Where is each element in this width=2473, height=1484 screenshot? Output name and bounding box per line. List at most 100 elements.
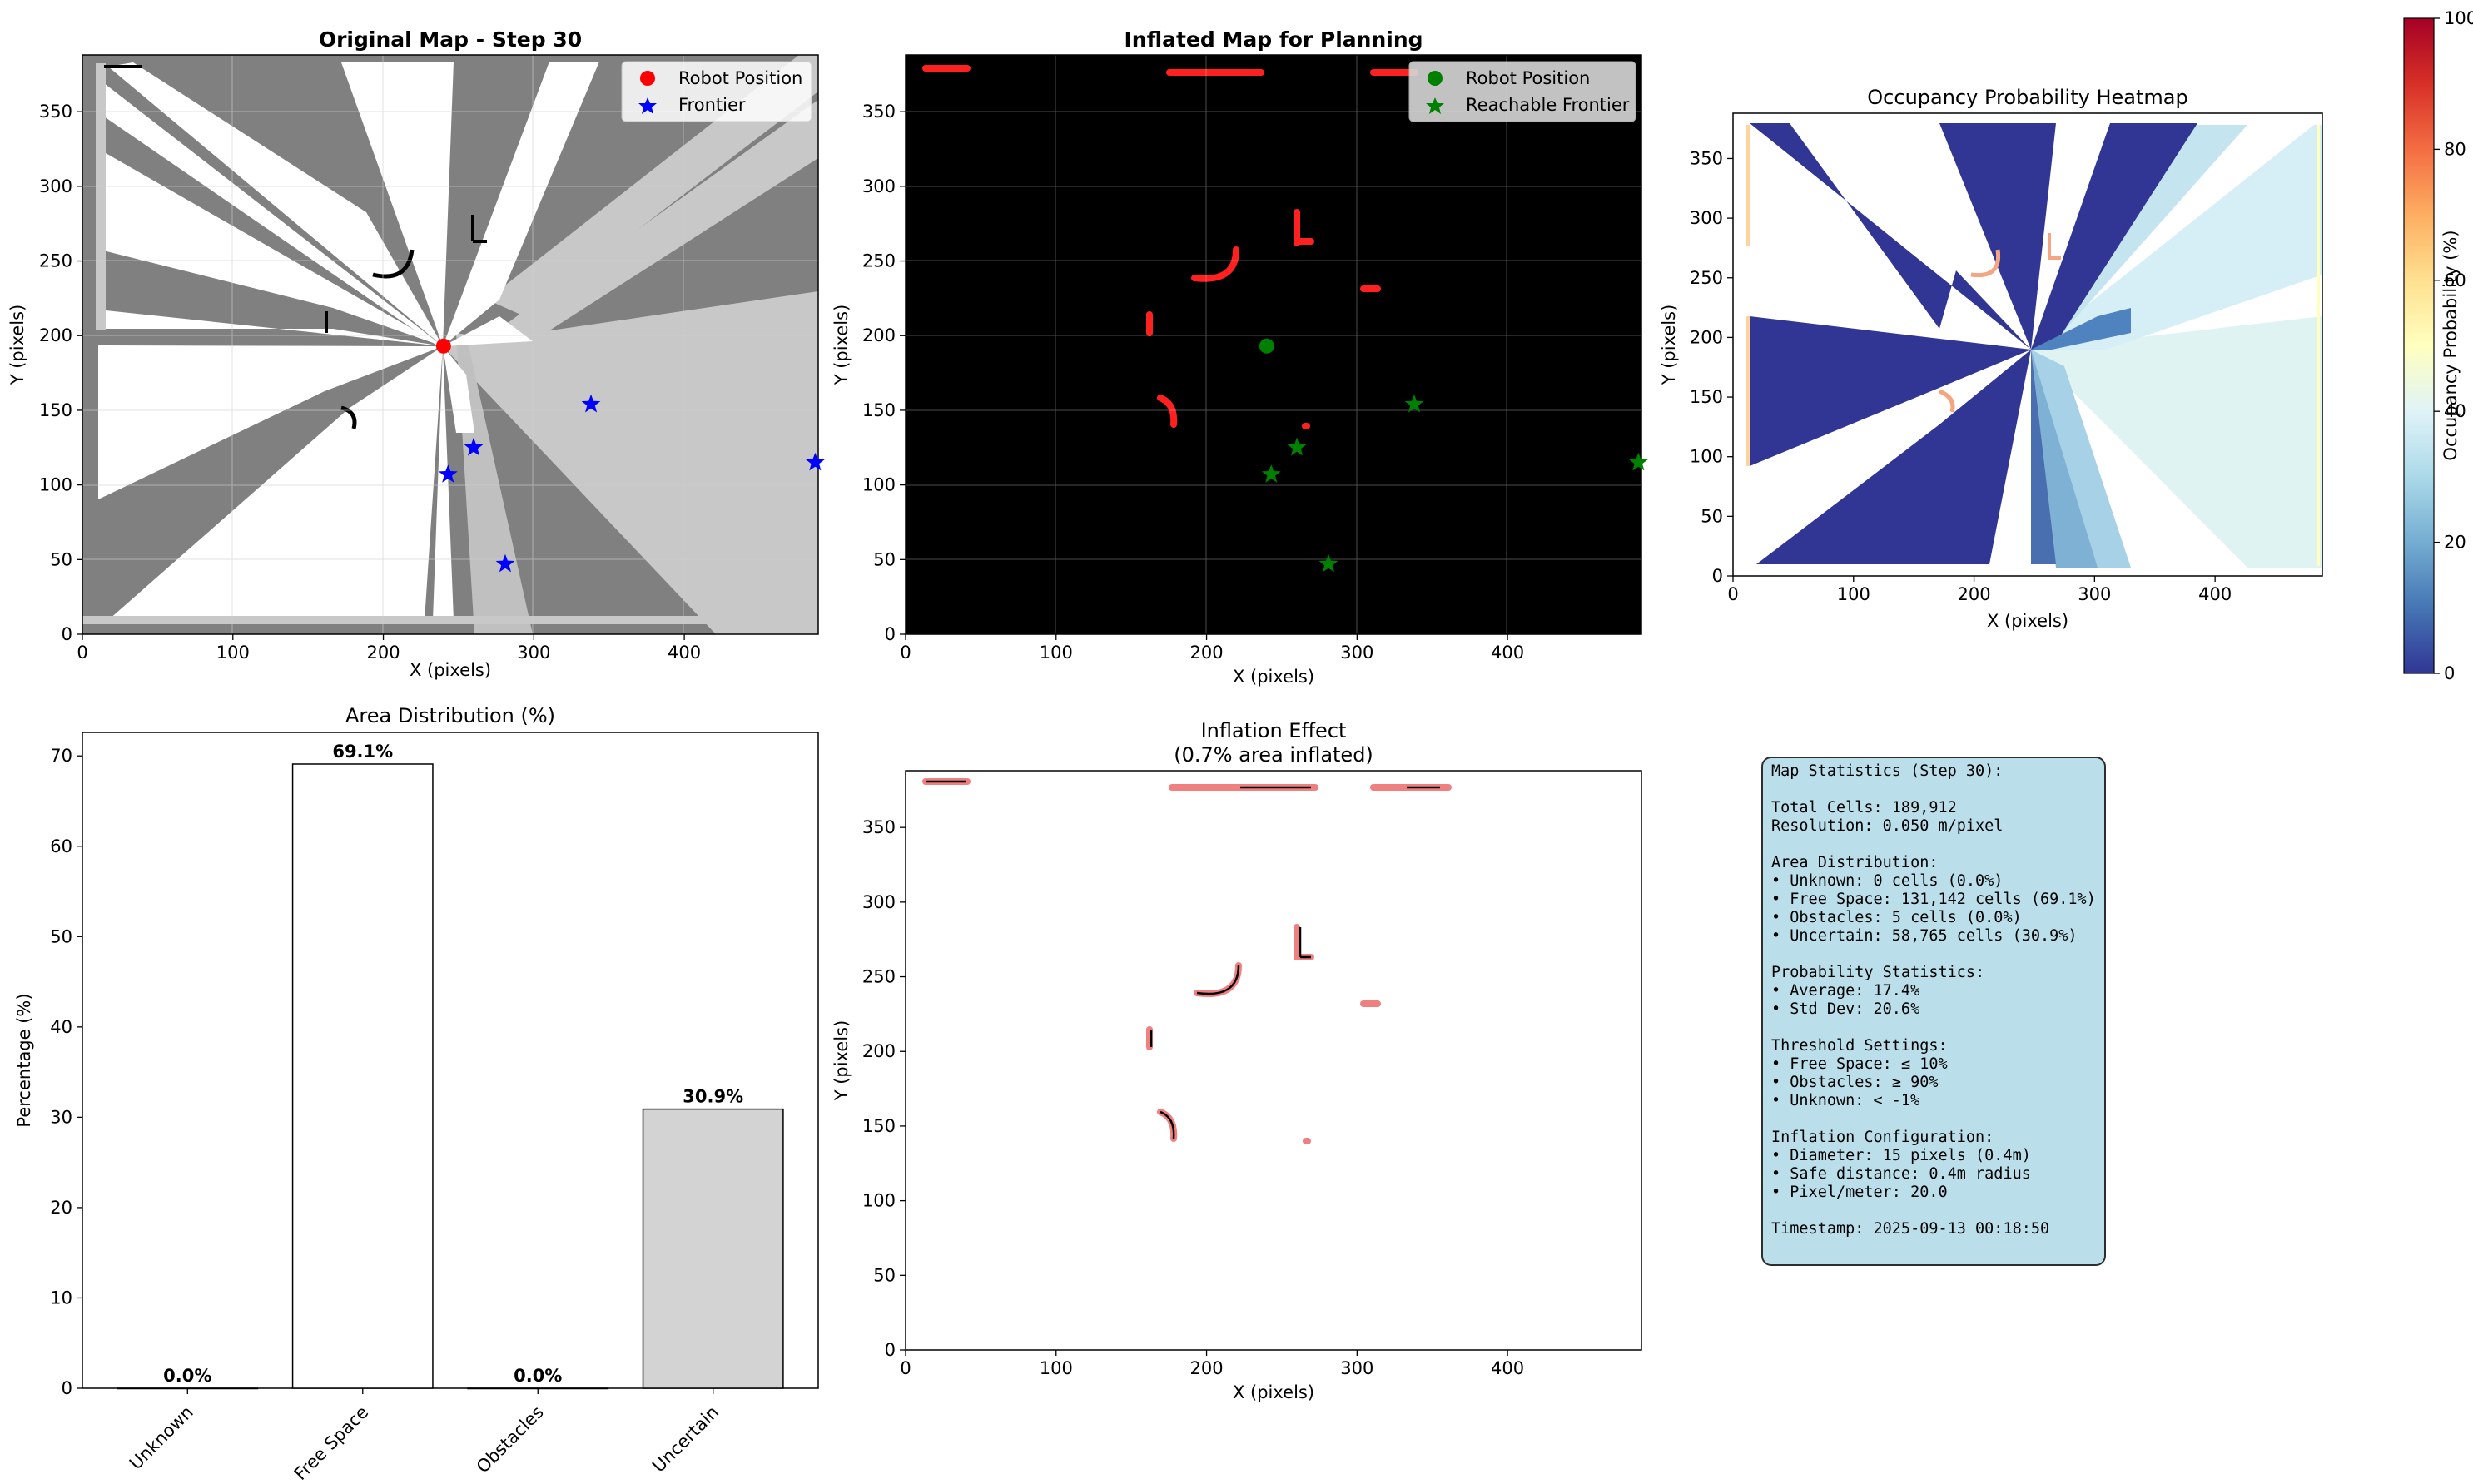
robot-position-point bbox=[435, 338, 451, 354]
inflation-effect-xlabel: X (pixels) bbox=[1233, 1382, 1314, 1402]
bar-free-space bbox=[291, 763, 434, 1389]
stats-text: Map Statistics (Step 30): Total Cells: 1… bbox=[1771, 762, 2096, 1238]
heatmap-y-ticks: 0 50 100 150 200 250 300 350 bbox=[1690, 148, 1733, 586]
inflation-effect-subtitle: (0.7% area inflated) bbox=[1174, 743, 1373, 767]
y-tick-label: 350 bbox=[1690, 148, 1723, 168]
x-tick-label: 300 bbox=[1340, 643, 1373, 663]
inflation-effect-y-ticks: 0 50 100 150 200 250 300 350 bbox=[862, 817, 906, 1360]
original-map-x-ticks: 0 100 200 300 400 bbox=[77, 634, 701, 663]
y-tick-label: 0 bbox=[62, 624, 72, 644]
x-tick-label: 200 bbox=[1958, 584, 1991, 604]
x-tick-label: 100 bbox=[1837, 584, 1870, 604]
legend-frontier-marker bbox=[638, 97, 657, 114]
original-map-panel: 0 100 200 300 400 0 50 100 150 200 250 300 350 Orig… bbox=[7, 27, 825, 680]
y-tick-label: 0 bbox=[885, 1340, 896, 1360]
inflated-map-xlabel: X (pixels) bbox=[1233, 667, 1314, 687]
y-tick-label: 50 bbox=[873, 1265, 896, 1285]
x-tick-label: 300 bbox=[2078, 584, 2111, 604]
x-tick-label: 200 bbox=[367, 643, 400, 663]
legend-robot-label: Robot Position bbox=[678, 68, 802, 88]
original-map-legend: Robot Position Frontier bbox=[621, 61, 812, 122]
legend-frontier-label: Frontier bbox=[678, 95, 746, 115]
y-tick-label: 350 bbox=[862, 102, 896, 122]
y-tick-label: 30 bbox=[50, 1107, 72, 1127]
y-tick-label: 200 bbox=[862, 1041, 896, 1061]
colorbar-tick-label: 40 bbox=[2444, 401, 2466, 421]
legend-frontier-label: Reachable Frontier bbox=[1466, 95, 1630, 115]
x-tick-label: 200 bbox=[1190, 643, 1224, 663]
colorbar-tick-label: 100 bbox=[2444, 8, 2473, 28]
inflated-map-ylabel: Y (pixels) bbox=[832, 305, 852, 386]
x-tick-label: 0 bbox=[1727, 584, 1738, 604]
y-tick-label: 100 bbox=[862, 475, 896, 495]
x-tick-label: Free Space bbox=[291, 1402, 372, 1484]
y-tick-label: 300 bbox=[862, 892, 896, 912]
x-tick-label: 100 bbox=[1040, 643, 1073, 663]
inflated-map-title: Inflated Map for Planning bbox=[1124, 27, 1423, 52]
y-tick-label: 150 bbox=[862, 1116, 896, 1136]
x-tick-label: Uncertain bbox=[648, 1402, 723, 1477]
legend-robot-marker bbox=[1428, 71, 1443, 86]
original-obstacles bbox=[926, 780, 1440, 1139]
legend-robot-marker bbox=[640, 71, 655, 86]
colorbar-tick-label: 60 bbox=[2444, 270, 2466, 290]
x-tick-label: 300 bbox=[517, 643, 550, 663]
bar-value-label: 0.0% bbox=[514, 1366, 562, 1386]
x-tick-label: 400 bbox=[2198, 584, 2232, 604]
area-distribution-title: Area Distribution (%) bbox=[345, 704, 555, 727]
y-tick-label: 250 bbox=[1690, 268, 1723, 288]
inflated-map-panel: 0 100 200 300 400 0 50 100 150 200 250 300 350 Infl… bbox=[832, 27, 1648, 687]
area-distribution-y-ticks: 0 10 20 30 40 50 60 70 bbox=[50, 746, 82, 1398]
colorbar-gradient bbox=[2403, 17, 2435, 674]
area-distribution-x-ticks: Unknown Free Space Obstacles Uncertain bbox=[126, 1388, 723, 1484]
original-map-xlabel: X (pixels) bbox=[410, 660, 491, 680]
inflated-map-legend: Robot Position Reachable Frontier bbox=[1408, 61, 1636, 122]
x-tick-label: 200 bbox=[1190, 1358, 1224, 1378]
frontier-point bbox=[1318, 553, 1338, 573]
inflated-map-x-ticks: 0 100 200 300 400 bbox=[900, 634, 1524, 663]
y-tick-label: 50 bbox=[50, 549, 72, 569]
heatmap-xlabel: X (pixels) bbox=[1987, 611, 2068, 631]
y-tick-label: 250 bbox=[862, 967, 896, 987]
bar-value-label: 30.9% bbox=[683, 1087, 743, 1107]
y-tick-label: 50 bbox=[1701, 506, 1723, 526]
x-tick-label: 100 bbox=[216, 643, 250, 663]
x-tick-label: 400 bbox=[1491, 643, 1524, 663]
colorbar-tick-label: 0 bbox=[2444, 663, 2455, 683]
y-tick-label: 70 bbox=[50, 746, 72, 766]
frontier-point bbox=[438, 464, 458, 483]
y-tick-label: 20 bbox=[50, 1198, 72, 1218]
x-tick-label: 0 bbox=[900, 1358, 911, 1378]
legend-robot-label: Robot Position bbox=[1466, 68, 1590, 88]
y-tick-label: 100 bbox=[862, 1191, 896, 1211]
y-tick-label: 50 bbox=[873, 549, 896, 569]
x-tick-label: 100 bbox=[1040, 1358, 1073, 1378]
bar-value-label: 0.0% bbox=[163, 1366, 211, 1386]
y-tick-label: 40 bbox=[50, 1017, 72, 1037]
x-tick-label: 400 bbox=[668, 643, 701, 663]
y-tick-label: 150 bbox=[39, 400, 72, 420]
colorbar-ticks: 0 20 40 60 80 100 bbox=[2434, 8, 2473, 683]
heatmap-colorbar: 0 20 40 60 80 100 Occupancy Probability (%) bbox=[2403, 8, 2473, 683]
original-map-title: Original Map - Step 30 bbox=[319, 27, 582, 52]
heatmap-title: Occupancy Probability Heatmap bbox=[1867, 86, 2187, 109]
y-tick-label: 350 bbox=[39, 102, 72, 122]
y-tick-label: 100 bbox=[39, 475, 72, 495]
frontier-point bbox=[464, 437, 484, 456]
y-tick-label: 250 bbox=[39, 251, 72, 271]
stats-box bbox=[1761, 757, 2106, 1266]
original-map-points bbox=[435, 338, 825, 573]
inflation-effect-x-ticks: 0 100 200 300 400 bbox=[900, 1350, 1524, 1378]
y-tick-label: 150 bbox=[862, 400, 896, 420]
inflation-effect-ylabel: Y (pixels) bbox=[832, 1020, 852, 1102]
y-tick-label: 250 bbox=[862, 251, 896, 271]
y-tick-label: 50 bbox=[50, 926, 72, 946]
y-tick-label: 60 bbox=[50, 836, 72, 856]
inflated-map-points bbox=[1259, 338, 1648, 573]
y-tick-label: 150 bbox=[1690, 387, 1723, 407]
y-tick-label: 10 bbox=[50, 1288, 72, 1308]
frontier-point bbox=[1287, 437, 1307, 456]
frontier-point bbox=[1404, 394, 1424, 413]
